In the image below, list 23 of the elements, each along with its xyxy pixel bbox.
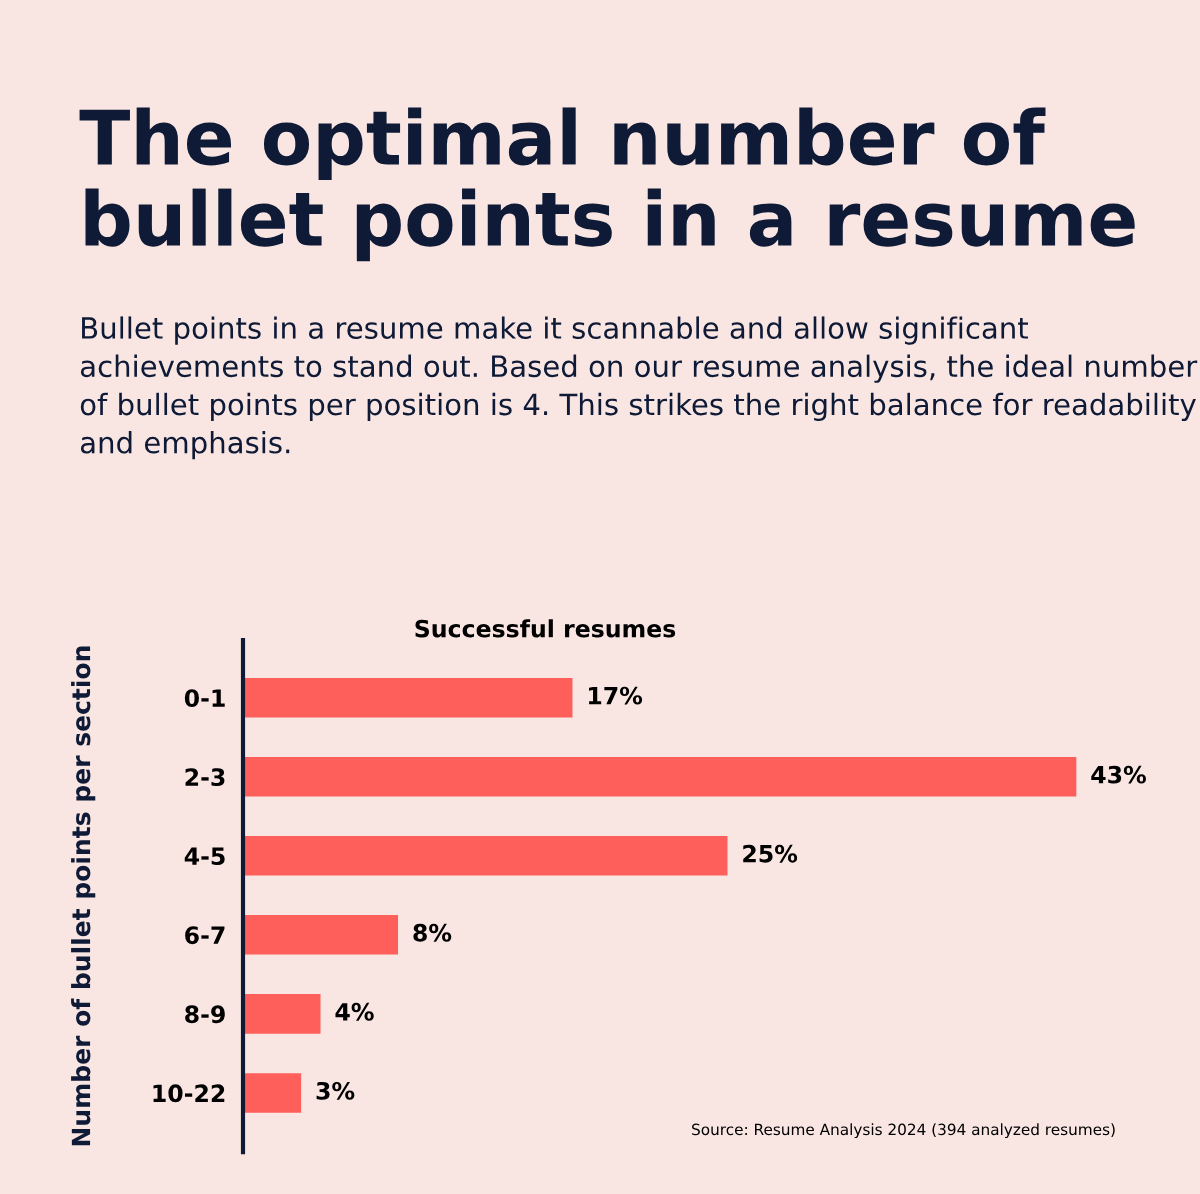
annotation: Source: Resume Analysis 2024 (394 analyzed resumes)	[692, 1123, 1115, 1139]
chart-title: The optimal number of bullet points in a resume	[79, 107, 1135, 262]
y-tick-label: 2-3	[185, 768, 225, 787]
bar	[243, 836, 728, 876]
data-label: 25%	[743, 844, 798, 863]
data-label: 3%	[316, 1081, 355, 1100]
bar	[243, 915, 399, 955]
y-axis-title: Number of bullet points per section	[71, 646, 96, 1146]
data-label: 8%	[413, 923, 452, 942]
y-tick-label: 0-1	[184, 689, 225, 707]
bar	[243, 677, 573, 718]
y-tick-label: 8-9	[185, 1005, 225, 1024]
x-axis-title: Successful resumes	[415, 619, 676, 638]
bar	[243, 756, 1077, 797]
y-tick-label: 10-22	[153, 1084, 225, 1103]
bar	[243, 994, 321, 1034]
data-label: 17%	[589, 686, 643, 705]
y-tick-label: 4-5	[184, 847, 225, 866]
data-label: 4%	[335, 1002, 374, 1021]
y-tick-label: 6-7	[185, 926, 225, 945]
chart-subtitle: Bullet points in a resume make it scannable and allow significant achievements to stand out. Based on our resume analysis, the ideal number of bullet points per position is 4. This strikes the right balance for readability and emphasis.	[80, 316, 1198, 460]
bar	[243, 1073, 302, 1113]
data-label: 43%	[1091, 765, 1146, 784]
